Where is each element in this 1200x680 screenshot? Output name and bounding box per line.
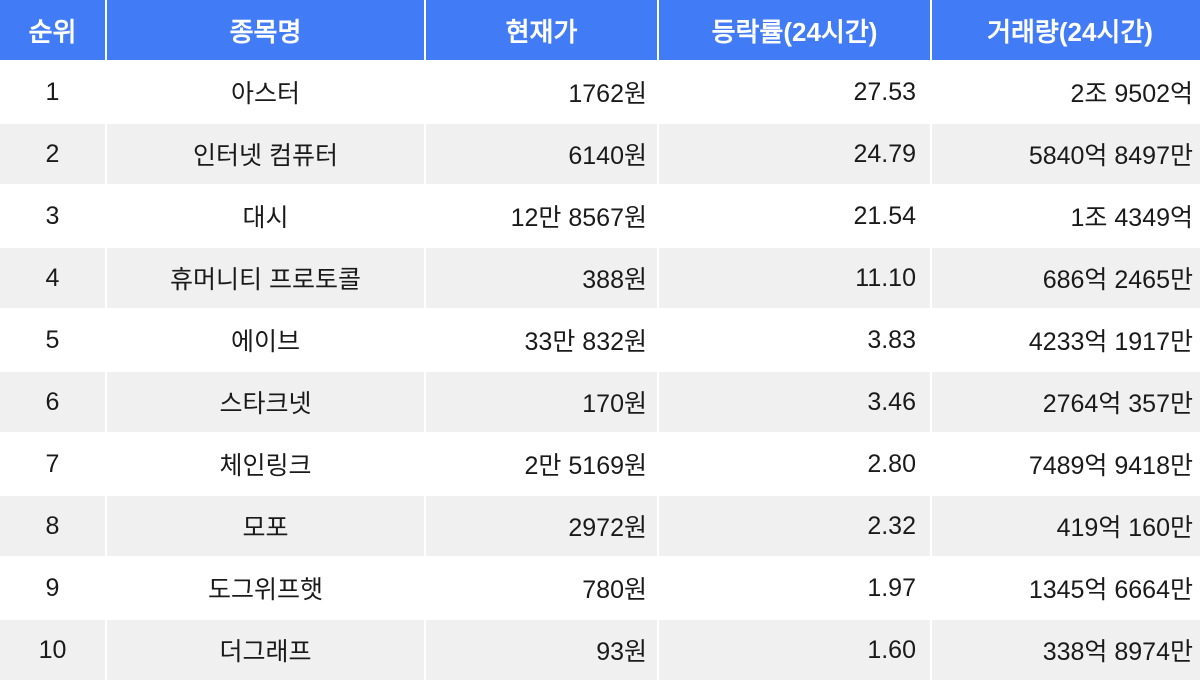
- cell-volume: 5840억 8497만: [1028, 142, 1193, 170]
- cell-volume: 1345억 6664만: [1028, 576, 1193, 604]
- cell-rank: 2: [0, 123, 107, 185]
- cell-name: 아스터: [106, 61, 426, 123]
- cell-volume: 1조 4349억: [1070, 204, 1193, 232]
- table-header: 순위 종목명 현재가 등락률(24시간) 거래량(24시간): [0, 0, 1200, 61]
- cell-price: 388원: [425, 247, 659, 309]
- cell-rank: 4: [0, 247, 107, 309]
- table-row: 1 아스터 1762원 27.53 2조 9502억: [0, 61, 1200, 123]
- cell-change: 1.97: [658, 557, 932, 619]
- table-row: 6 스타크넷 170원 3.46 2764억 357만: [0, 371, 1200, 433]
- cell-rank: 9: [0, 557, 107, 619]
- cell-price: 12만 8567원: [425, 185, 659, 247]
- column-header-price: 현재가: [425, 0, 659, 61]
- table-row: 7 체인링크 2만 5169원 2.80 7489억 9418만: [0, 433, 1200, 495]
- cell-name: 휴머니티 프로토콜: [106, 247, 426, 309]
- cell-change: 1.60: [658, 619, 932, 680]
- cell-name: 스타크넷: [106, 371, 426, 433]
- table-row: 10 더그래프 93원 1.60 338억 8974만: [0, 619, 1200, 680]
- cell-price: 33만 832원: [425, 309, 659, 371]
- cell-rank: 6: [0, 371, 107, 433]
- cell-price: 2만 5169원: [425, 433, 659, 495]
- cell-rank: 3: [0, 185, 107, 247]
- cell-price: 6140원: [425, 123, 659, 185]
- cell-change: 3.46: [658, 371, 932, 433]
- cell-price: 2972원: [425, 495, 659, 557]
- cell-name: 더그래프: [106, 619, 426, 680]
- cell-change: 2.80: [658, 433, 932, 495]
- cell-name: 모포: [106, 495, 426, 557]
- table-row: 3 대시 12만 8567원 21.54 1조 4349억: [0, 185, 1200, 247]
- table-row: 2 인터넷 컴퓨터 6140원 24.79 5840억 8497만: [0, 123, 1200, 185]
- table-row: 4 휴머니티 프로토콜 388원 11.10 686억 2465만: [0, 247, 1200, 309]
- cell-name: 도그위프햇: [106, 557, 426, 619]
- cell-volume: 7489억 9418만: [1028, 452, 1193, 480]
- cell-price: 170원: [425, 371, 659, 433]
- table-row: 9 도그위프햇 780원 1.97 1345억 6664만: [0, 557, 1200, 619]
- cell-rank: 10: [0, 619, 107, 680]
- cell-change: 2.32: [658, 495, 932, 557]
- cell-name: 대시: [106, 185, 426, 247]
- cell-volume: 338억 8974만: [1042, 638, 1193, 666]
- cell-price: 1762원: [425, 61, 659, 123]
- table-body: 1 아스터 1762원 27.53 2조 9502억 2 인터넷 컴퓨터 6140원 24.79…: [0, 61, 1200, 680]
- cell-name: 에이브: [106, 309, 426, 371]
- cell-change: 27.53: [658, 61, 932, 123]
- cell-name: 체인링크: [106, 433, 426, 495]
- cell-volume: 2764억 357만: [1042, 390, 1193, 418]
- column-header-change: 등락률(24시간): [658, 0, 932, 61]
- cell-rank: 1: [0, 61, 107, 123]
- cell-rank: 7: [0, 433, 107, 495]
- column-header-name: 종목명: [106, 0, 426, 61]
- table-row: 8 모포 2972원 2.32 419억 160만: [0, 495, 1200, 557]
- cell-volume: 4233억 1917만: [1028, 328, 1193, 356]
- cell-price: 93원: [425, 619, 659, 680]
- cell-name: 인터넷 컴퓨터: [106, 123, 426, 185]
- cell-change: 21.54: [658, 185, 932, 247]
- cell-change: 24.79: [658, 123, 932, 185]
- cell-rank: 8: [0, 495, 107, 557]
- column-header-volume: 거래량(24시간): [931, 0, 1200, 61]
- cell-change: 3.83: [658, 309, 932, 371]
- table-row: 5 에이브 33만 832원 3.83 4233억 1917만: [0, 309, 1200, 371]
- cell-rank: 5: [0, 309, 107, 371]
- cell-price: 780원: [425, 557, 659, 619]
- cell-change: 11.10: [658, 247, 932, 309]
- cell-volume: 419억 160만: [1056, 514, 1193, 542]
- cell-volume: 2조 9502억: [1070, 80, 1193, 108]
- cell-volume: 686억 2465만: [1042, 266, 1193, 294]
- header-row: 순위 종목명 현재가 등락률(24시간) 거래량(24시간): [0, 0, 1200, 61]
- column-header-rank: 순위: [0, 0, 107, 61]
